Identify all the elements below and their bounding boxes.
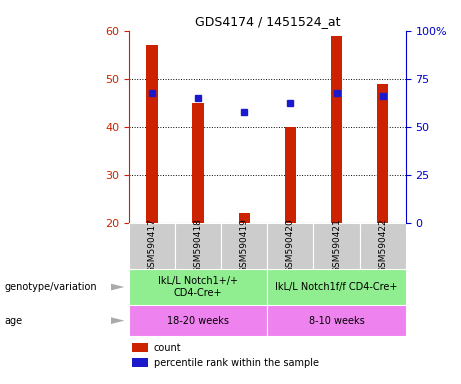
Bar	[175, 223, 221, 269]
Bar	[132, 343, 148, 352]
Text: GSM590422: GSM590422	[378, 218, 387, 273]
Bar	[129, 223, 175, 269]
Polygon shape	[111, 317, 124, 324]
Text: GSM590418: GSM590418	[194, 218, 203, 273]
Bar	[377, 84, 388, 223]
Text: 18-20 weeks: 18-20 weeks	[167, 316, 229, 326]
Text: IkL/L Notch1+/+
CD4-Cre+: IkL/L Notch1+/+ CD4-Cre+	[158, 276, 238, 298]
Bar	[129, 269, 267, 305]
Bar	[284, 127, 296, 223]
Bar	[147, 45, 158, 223]
Text: GSM590417: GSM590417	[148, 218, 157, 273]
Text: GSM590421: GSM590421	[332, 218, 341, 273]
Bar	[313, 223, 360, 269]
Bar	[267, 223, 313, 269]
Bar	[193, 103, 204, 223]
Bar	[331, 36, 342, 223]
Title: GDS4174 / 1451524_at: GDS4174 / 1451524_at	[195, 15, 340, 28]
Bar	[267, 269, 406, 305]
Text: GSM590420: GSM590420	[286, 218, 295, 273]
Text: age: age	[5, 316, 23, 326]
Bar	[239, 213, 250, 223]
Polygon shape	[111, 283, 124, 291]
Bar	[360, 223, 406, 269]
Text: genotype/variation: genotype/variation	[5, 282, 97, 292]
Text: IkL/L Notch1f/f CD4-Cre+: IkL/L Notch1f/f CD4-Cre+	[275, 282, 398, 292]
Bar	[129, 305, 267, 336]
Text: GSM590419: GSM590419	[240, 218, 249, 273]
Bar	[132, 358, 148, 367]
Bar	[267, 305, 406, 336]
Text: count: count	[154, 343, 182, 353]
Text: percentile rank within the sample: percentile rank within the sample	[154, 358, 319, 368]
Text: 8-10 weeks: 8-10 weeks	[309, 316, 364, 326]
Bar	[221, 223, 267, 269]
